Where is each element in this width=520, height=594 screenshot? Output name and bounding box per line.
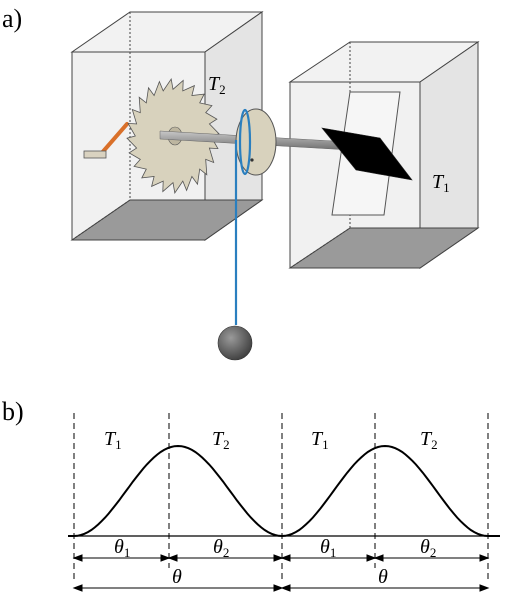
half-period-arrows [72,554,490,562]
temperature-profile-curve [68,444,500,538]
half-period-label-2: θ2 [213,536,229,560]
panel-a-label: a) [2,4,22,33]
pulley [235,108,277,176]
left-box-floor [70,199,264,241]
half-period-label-1: θ1 [114,536,130,560]
vane [321,91,413,216]
dividers [73,413,489,582]
half-period-label-3: θ1 [320,536,336,560]
left-box-temperature: T2 [208,73,226,97]
period-label-1: θ [172,566,182,588]
hanging-weight [217,325,253,361]
half-period-label-4: θ2 [420,536,436,560]
rope-weight [217,140,253,361]
period-arrows [72,584,490,592]
region-label-1: T1 [104,428,122,452]
region-label-2: T2 [212,428,230,452]
region-label-3: T1 [311,428,329,452]
period-label-2: θ [378,566,388,588]
panel-b-label: b) [2,397,24,426]
right-box-temperature: T1 [432,171,450,195]
region-label-4: T2 [420,428,438,452]
pawl [83,122,129,159]
